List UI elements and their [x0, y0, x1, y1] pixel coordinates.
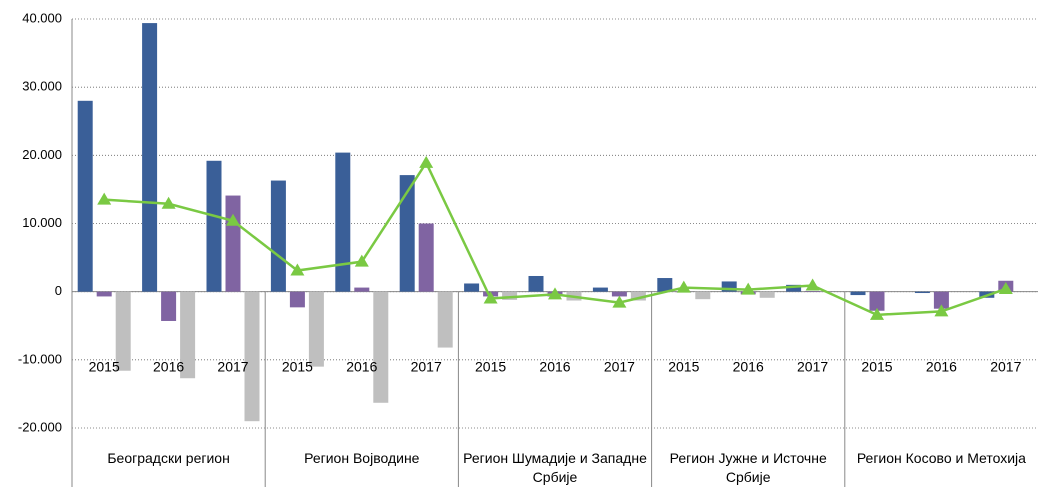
- x-tick-label: 2015: [861, 359, 892, 375]
- line-marker: [612, 295, 627, 308]
- y-tick-label: 40.000: [22, 10, 62, 25]
- bar: [308, 291, 324, 367]
- bar: [630, 291, 646, 301]
- x-tick-label: 2017: [411, 359, 442, 375]
- x-tick-label: 2017: [217, 359, 248, 375]
- bar: [244, 291, 260, 422]
- bar: [611, 291, 627, 297]
- bar: [914, 291, 930, 294]
- bar: [142, 23, 158, 292]
- bar: [77, 100, 93, 292]
- group-label: Београдски регион: [107, 450, 230, 466]
- y-tick-label: 0: [55, 283, 62, 298]
- bar: [354, 287, 370, 292]
- bar: [657, 278, 673, 292]
- bar: [850, 291, 866, 296]
- bar: [786, 284, 802, 292]
- line-marker: [161, 196, 176, 209]
- x-tick-label: 2016: [926, 359, 957, 375]
- bar: [759, 291, 775, 298]
- line-marker: [741, 282, 756, 295]
- bar: [933, 291, 949, 309]
- bar: [206, 160, 222, 292]
- group-label: Регион Косово и Метохија: [856, 450, 1026, 466]
- line-marker: [354, 254, 369, 267]
- bar: [528, 275, 544, 292]
- x-tick-label: 2015: [668, 359, 699, 375]
- bar: [270, 180, 286, 292]
- bar: [695, 291, 711, 300]
- x-tick-label: 2015: [282, 359, 313, 375]
- bar: [869, 291, 885, 311]
- group-label: Регион Војводине: [304, 450, 420, 466]
- line-marker: [548, 287, 562, 300]
- group-label: Регион Јужне и Источне Србије: [669, 450, 827, 485]
- line-marker: [226, 213, 240, 226]
- x-tick-label: 2016: [733, 359, 764, 375]
- line-marker: [934, 304, 949, 317]
- x-tick-label: 2015: [475, 359, 506, 375]
- bar: [418, 223, 434, 292]
- bar: [115, 291, 131, 371]
- line-marker: [290, 263, 305, 276]
- y-tick-label: 20.000: [22, 147, 62, 162]
- y-tick-label: -10.000: [18, 351, 62, 366]
- line-marker: [870, 307, 884, 320]
- bar: [502, 291, 518, 300]
- y-tick-label: 10.000: [22, 215, 62, 230]
- x-tick-label: 2016: [539, 359, 570, 375]
- bar: [805, 290, 821, 292]
- y-tick-label: -20.000: [18, 419, 62, 434]
- x-tick-label: 2016: [153, 359, 184, 375]
- bar: [373, 291, 389, 403]
- line-marker: [998, 281, 1013, 294]
- line-marker: [805, 278, 820, 291]
- line-marker: [483, 291, 498, 304]
- bar: [96, 291, 112, 297]
- bar: [180, 291, 196, 379]
- x-tick-label: 2017: [990, 359, 1021, 375]
- x-tick-label: 2017: [604, 359, 635, 375]
- x-tick-label: 2015: [89, 359, 120, 375]
- bar: [399, 175, 415, 292]
- x-tick-label: 2017: [797, 359, 828, 375]
- x-tick-label: 2016: [346, 359, 377, 375]
- line-marker: [97, 192, 112, 205]
- y-tick-label: 30.000: [22, 79, 62, 94]
- line-marker: [676, 280, 691, 293]
- bar: [721, 281, 737, 292]
- bar: [592, 287, 608, 292]
- bar: [161, 291, 177, 321]
- line-marker: [419, 155, 434, 168]
- bar: [335, 152, 351, 292]
- bar: [437, 291, 453, 348]
- group-label: Регион Шумадије и Западне Србије: [463, 450, 647, 485]
- bar: [225, 195, 241, 292]
- bar: [289, 291, 305, 308]
- bar: [464, 283, 480, 292]
